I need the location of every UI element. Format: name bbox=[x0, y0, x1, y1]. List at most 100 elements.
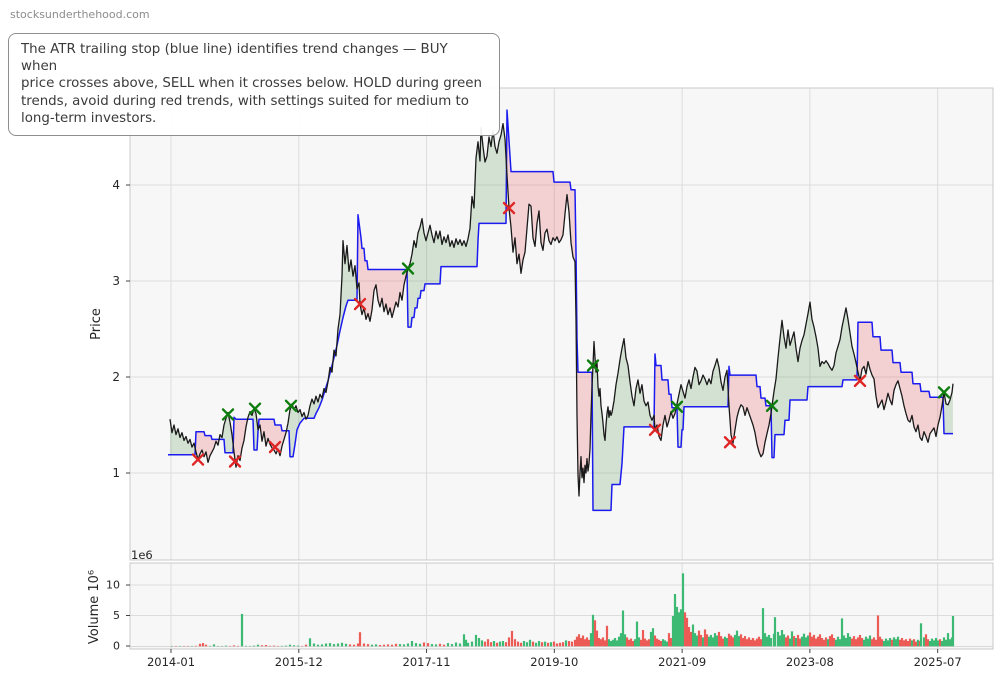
volume-bar bbox=[609, 641, 613, 647]
volume-bar bbox=[725, 638, 729, 647]
volume-bar bbox=[924, 634, 928, 647]
volume-bar bbox=[591, 614, 595, 647]
volume-bar bbox=[759, 639, 763, 647]
volume-bar bbox=[723, 636, 727, 647]
price-panel-frame bbox=[129, 87, 994, 561]
volume-bar bbox=[814, 638, 818, 647]
volume-bar bbox=[264, 645, 268, 647]
uptrend-fill bbox=[592, 339, 655, 511]
volume-bar bbox=[904, 639, 908, 647]
volume-bar bbox=[946, 633, 950, 647]
volume-bar bbox=[816, 636, 820, 647]
volume-bar bbox=[627, 639, 631, 647]
volume-bar bbox=[292, 645, 296, 647]
volume-bar bbox=[820, 638, 824, 647]
volume-bar bbox=[761, 608, 765, 647]
volume-bar bbox=[944, 639, 948, 647]
volume-bar bbox=[938, 639, 942, 647]
volume-bar bbox=[876, 615, 880, 647]
volume-panel-frame bbox=[129, 562, 994, 650]
volume-bar bbox=[788, 638, 792, 647]
volume-bar bbox=[356, 643, 360, 647]
volume-bar bbox=[691, 624, 695, 647]
volume-bar bbox=[623, 634, 627, 647]
volume-bar bbox=[587, 639, 591, 647]
volume-bar bbox=[599, 639, 603, 647]
volume-bar bbox=[430, 644, 434, 647]
volume-bar bbox=[846, 633, 850, 647]
volume-bar bbox=[382, 644, 386, 647]
volume-bar bbox=[312, 643, 316, 647]
volume-bar bbox=[894, 639, 898, 647]
sell-marker bbox=[723, 436, 737, 449]
annotation-line: trends, avoid during red trends, with se… bbox=[21, 93, 469, 109]
volume-bar bbox=[244, 645, 248, 647]
volume-bar bbox=[252, 645, 256, 647]
volume-bar bbox=[601, 637, 605, 647]
volume-bar bbox=[635, 621, 639, 647]
volume-bar bbox=[888, 638, 892, 647]
volume-bar bbox=[555, 643, 559, 647]
volume-bar bbox=[492, 641, 496, 647]
volume-bar bbox=[896, 636, 900, 647]
volume-bar bbox=[677, 612, 681, 647]
volume-bar bbox=[483, 641, 487, 647]
volume-bar bbox=[537, 641, 541, 647]
volume-bar bbox=[344, 643, 348, 647]
buy-marker bbox=[937, 386, 951, 399]
volume-bar bbox=[655, 638, 659, 647]
volume-bar bbox=[673, 594, 677, 647]
volume-bar bbox=[802, 633, 806, 647]
volume-bar bbox=[916, 639, 920, 647]
uptrend-fill bbox=[407, 124, 507, 328]
volume-bar bbox=[573, 639, 577, 647]
volume-bar bbox=[812, 634, 816, 647]
volume-bar bbox=[464, 639, 468, 647]
volume-bar bbox=[378, 645, 382, 647]
volume-bar bbox=[495, 642, 499, 647]
volume-bar bbox=[498, 641, 502, 647]
volume-bar bbox=[701, 637, 705, 647]
volume-bar bbox=[773, 617, 777, 647]
volume-bar bbox=[651, 628, 655, 647]
volume-bar bbox=[633, 639, 637, 647]
buy-marker bbox=[586, 359, 600, 372]
volume-bar bbox=[898, 639, 902, 647]
volume-bar bbox=[844, 638, 848, 647]
buy-marker bbox=[221, 408, 235, 421]
volume-bar bbox=[649, 631, 653, 647]
buy-marker bbox=[248, 402, 262, 415]
volume-bar bbox=[948, 639, 952, 647]
price-axis-label: Price bbox=[89, 308, 104, 340]
volume-bar bbox=[675, 606, 679, 647]
volume-bar bbox=[699, 634, 703, 647]
volume-bar bbox=[402, 644, 406, 647]
volume-bar bbox=[480, 640, 484, 647]
volume-bar bbox=[370, 644, 374, 647]
volume-bar bbox=[912, 639, 916, 647]
x-tick-label: 2021-09 bbox=[658, 655, 706, 669]
volume-bar bbox=[585, 637, 589, 647]
volume-bar bbox=[818, 634, 822, 647]
price-tick-label: 2 bbox=[112, 370, 120, 384]
volume-bar bbox=[832, 638, 836, 647]
volume-bar bbox=[374, 644, 378, 647]
annotation-line: long-term investors. bbox=[21, 110, 157, 126]
volume-bar bbox=[336, 643, 340, 647]
volume-bar bbox=[858, 634, 862, 647]
volume-bar bbox=[615, 640, 619, 647]
volume-bar bbox=[653, 635, 657, 647]
volume-bar bbox=[260, 645, 264, 647]
volume-bar bbox=[852, 636, 856, 647]
volume-bar bbox=[870, 639, 874, 647]
volume-bar bbox=[902, 640, 906, 647]
volume-bar bbox=[398, 644, 402, 647]
volume-bar bbox=[394, 643, 398, 647]
volume-bar bbox=[450, 644, 454, 647]
volume-tick-label: 0 bbox=[113, 640, 120, 653]
volume-offset-label: 1e6 bbox=[131, 548, 153, 562]
volume-bar bbox=[589, 633, 593, 647]
volume-bar bbox=[687, 627, 691, 647]
volume-bar bbox=[340, 642, 344, 647]
volume-bar bbox=[458, 643, 462, 647]
